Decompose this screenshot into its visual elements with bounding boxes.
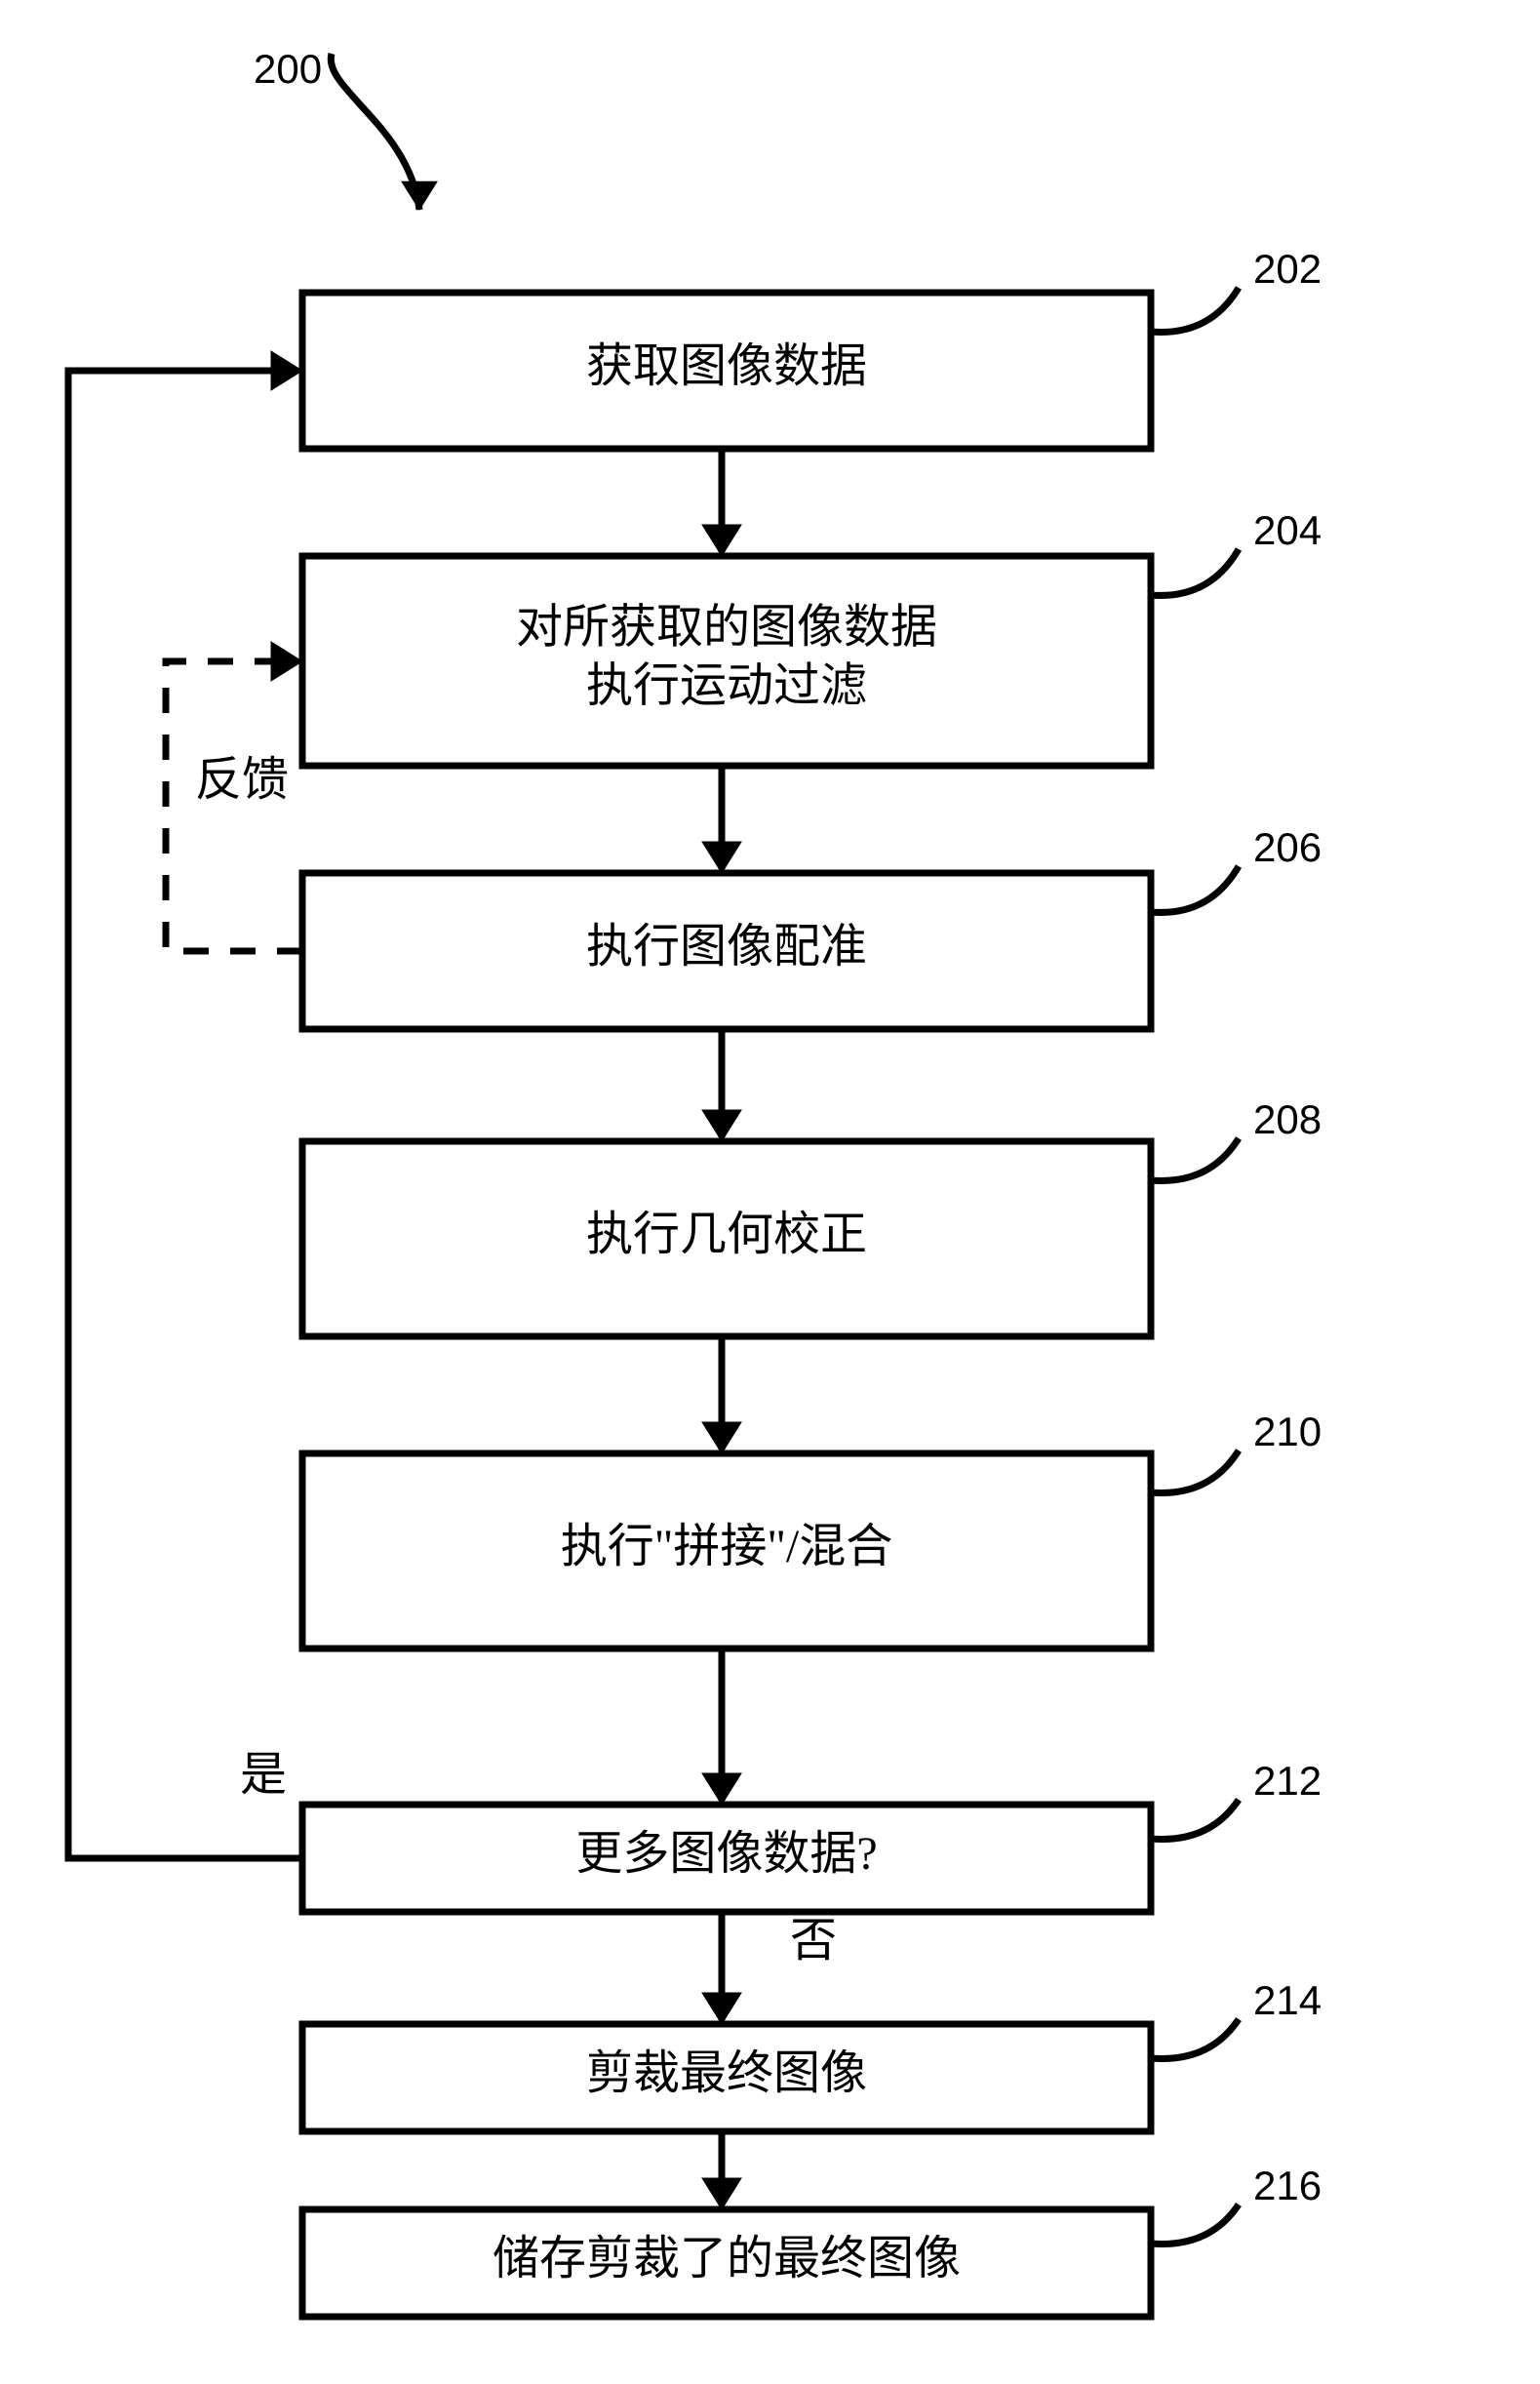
arrow-head: [271, 642, 302, 681]
flow-node-208-label: 执行几何校正: [586, 1209, 867, 1260]
arrow-head: [702, 842, 741, 873]
no-label: 否: [790, 1915, 837, 1967]
ref-leader-216: [1151, 2205, 1239, 2245]
flowchart-canvas: 200 获取图像数据 202 对所获取的图像数据执行运动过滤 204 执行图像配准 206 执…: [0, 0, 1540, 2384]
arrow-head: [702, 1422, 741, 1453]
ref-leader-204: [1151, 549, 1239, 595]
ref-number-206: 206: [1253, 824, 1322, 870]
ref-number-212: 212: [1253, 1758, 1322, 1804]
feedback-label: 反馈: [195, 754, 289, 806]
ref-number-210: 210: [1253, 1409, 1322, 1454]
yes-label: 是: [240, 1749, 287, 1801]
ref-number-208: 208: [1253, 1096, 1322, 1142]
flow-node-202-label: 获取图像数据: [586, 340, 867, 392]
ref-number-214: 214: [1253, 1977, 1322, 2023]
arrow-head: [702, 1773, 741, 1805]
flow-node-206-label: 执行图像配准: [586, 921, 867, 973]
ref-leader-210: [1151, 1450, 1239, 1492]
flow-node-212-label: 更多图像数据?: [575, 1828, 877, 1880]
arrow-head: [702, 1993, 741, 2024]
flow-node-210-label: 执行"拼接"/混合: [561, 1521, 893, 1572]
flow-node-214-label: 剪裁最终图像: [586, 2047, 867, 2099]
ref-leader-202: [1151, 288, 1239, 332]
flow-node-204-label: 执行运动过滤: [586, 660, 867, 712]
ref-leader-206: [1151, 866, 1239, 912]
figure-number: 200: [254, 46, 322, 92]
arrow-head: [702, 2178, 741, 2209]
flow-node-204-label: 对所获取的图像数据: [516, 602, 937, 654]
ref-leader-214: [1151, 2019, 1239, 2059]
loop-yes: [68, 371, 302, 1858]
ref-number-216: 216: [1253, 2163, 1322, 2208]
arrow-head: [271, 351, 302, 390]
ref-number-202: 202: [1253, 246, 1322, 292]
arrow-head: [402, 181, 437, 210]
loop-feedback: [166, 661, 302, 951]
ref-leader-212: [1151, 1800, 1239, 1840]
arrow-head: [702, 1110, 741, 1141]
ref-number-204: 204: [1253, 507, 1322, 553]
arrow-head: [702, 525, 741, 556]
flow-node-216-label: 储存剪裁了的最终图像: [493, 2233, 961, 2285]
ref-leader-208: [1151, 1138, 1239, 1180]
